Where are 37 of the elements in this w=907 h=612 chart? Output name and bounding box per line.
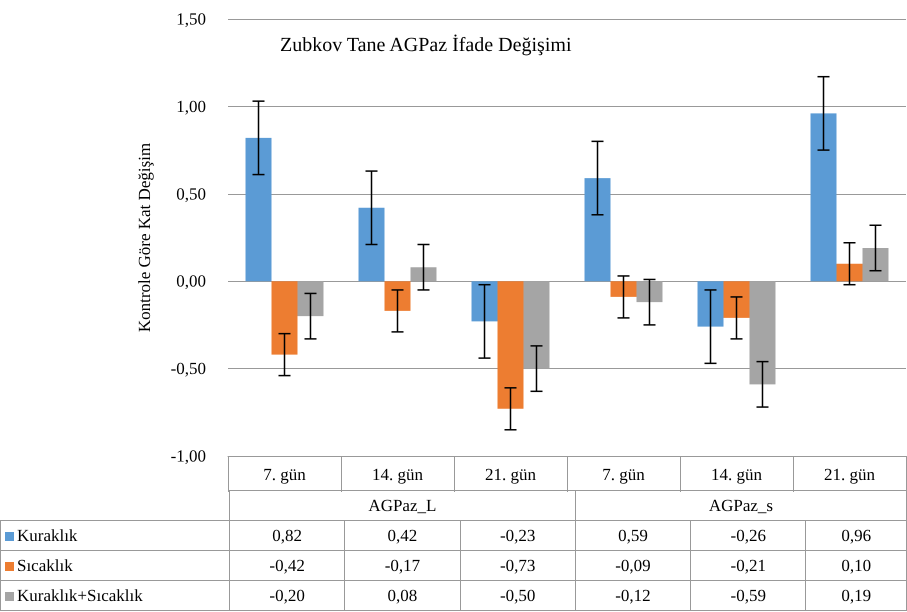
data-label: -0,59 — [690, 580, 806, 610]
y-axis-title: Kontrole Göre Kat Değişim — [135, 142, 154, 332]
x-tick-label: 14. gün — [711, 465, 762, 484]
data-label: 0,82 — [230, 520, 345, 550]
text: Zubkov Tane AGPaz İfade Değişimi — [280, 34, 572, 56]
text: AGPaz_L — [230, 490, 576, 520]
data-label: -0,50 — [460, 580, 576, 610]
text: AGPaz_s — [575, 490, 906, 520]
data-label: 0,08 — [344, 580, 460, 610]
y-tick-label: 0,50 — [176, 184, 206, 204]
data-label: 0,59 — [575, 520, 691, 550]
legend-label: Kuraklık — [0, 520, 230, 550]
x-tick-label: 7. gün — [602, 465, 646, 484]
data-label: -0,12 — [575, 580, 691, 610]
data-label: -0,73 — [460, 550, 576, 580]
data-label: -0,21 — [690, 550, 806, 580]
legend-label: Sıcaklık — [0, 550, 230, 580]
data-label: -0,20 — [230, 580, 345, 610]
data-label: 0,96 — [806, 520, 906, 550]
x-tick-label: 21. gün — [824, 465, 876, 484]
data-label: -0,23 — [460, 520, 576, 550]
data-label: -0,42 — [230, 550, 345, 580]
x-tick-label: 7. gün — [263, 465, 306, 484]
data-label: 0,10 — [806, 550, 906, 580]
data-label: -0,09 — [575, 550, 691, 580]
data-label: 0,42 — [344, 520, 460, 550]
x-tick-label: 14. gün — [372, 465, 424, 484]
data-label: -0,26 — [690, 520, 806, 550]
x-tick-label: 21. gün — [485, 465, 536, 484]
y-tick-label: -1,00 — [170, 446, 206, 466]
y-tick-label: -0,50 — [170, 359, 206, 378]
y-tick-label: 0,00 — [176, 272, 206, 291]
data-label: 0,19 — [806, 580, 906, 610]
legend-label: Kuraklık+Sıcaklık — [0, 580, 230, 610]
data-label: -0,17 — [344, 550, 460, 580]
y-tick-label: 1,00 — [176, 96, 206, 116]
y-tick-label: 1,50 — [176, 10, 206, 28]
